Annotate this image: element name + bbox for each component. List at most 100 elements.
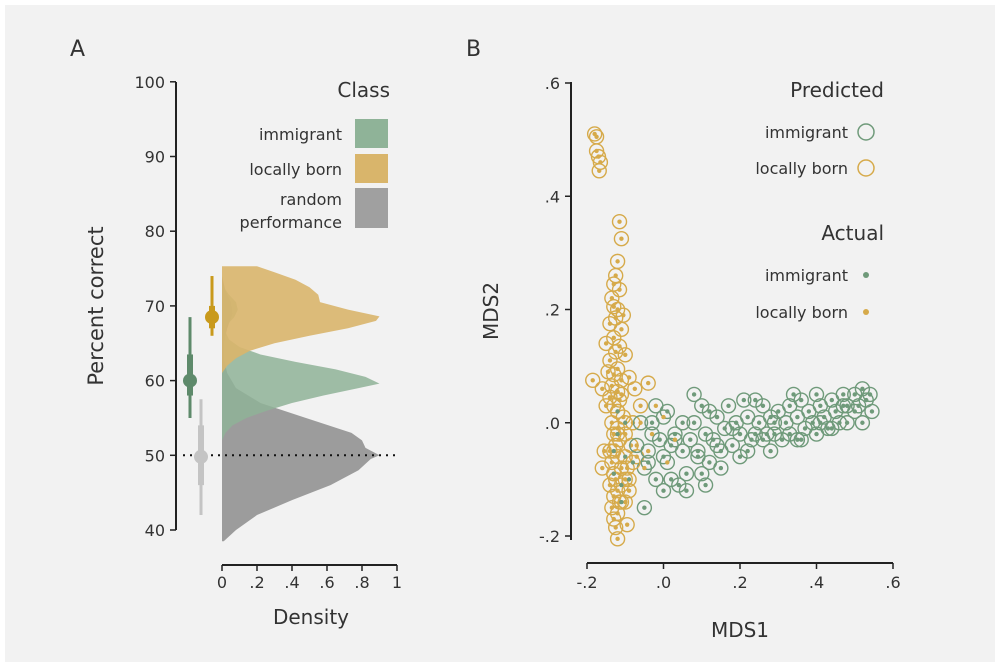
panel-a-y-axis-label: Percent correct: [84, 226, 108, 385]
actual-dot: [741, 397, 747, 403]
actual-dot: [756, 420, 762, 425]
panel-a-y-tick-label: 60: [145, 372, 165, 391]
scatter-point: [674, 443, 691, 459]
scatter-point: [613, 494, 630, 510]
actual-dot: [611, 304, 616, 309]
actual-dot: [597, 168, 602, 173]
panel-a-y-tick-label: 70: [145, 297, 165, 316]
scatter-point: [686, 415, 702, 431]
actual-dot: [619, 327, 624, 332]
predicted-ring: [586, 126, 603, 142]
predicted-ring: [762, 443, 779, 459]
legend-predicted-immigrant-marker: [857, 123, 875, 141]
actual-dot: [630, 460, 636, 465]
scatter-point: [835, 386, 851, 403]
actual-dot: [617, 219, 622, 224]
actual-dot: [661, 414, 666, 420]
predicted-ring: [713, 460, 729, 476]
actual-dot: [726, 403, 731, 408]
actual-dot: [680, 420, 685, 425]
actual-dot: [617, 287, 622, 292]
predicted-ring: [609, 403, 626, 420]
predicted-ring: [732, 449, 748, 465]
actual-dot: [802, 426, 808, 431]
actual-dot: [600, 386, 605, 391]
actual-dot: [703, 482, 708, 488]
legend-actual-immigrant-label: immigrant: [765, 266, 848, 285]
panel-b-y-tick-label: .0: [545, 414, 560, 433]
actual-dot: [615, 259, 620, 264]
predicted-ring: [655, 483, 672, 499]
predicted-ring: [609, 531, 626, 547]
actual-dot: [619, 392, 624, 397]
panel-a-x-tick-label: .4: [284, 573, 299, 592]
scatter-point: [617, 415, 633, 431]
legend-actual-title: Actual: [821, 221, 884, 245]
actual-dot: [684, 488, 689, 493]
actual-dot: [619, 482, 624, 488]
actual-dot: [619, 499, 624, 505]
predicted-ring: [596, 443, 612, 459]
predicted-ring: [602, 352, 618, 369]
scatter-point: [793, 392, 809, 408]
scatter-point: [663, 471, 679, 488]
scatter-point: [709, 409, 725, 425]
panel-a-y-tick-label: 80: [145, 222, 165, 241]
panel-a-y-tick-label: 100: [134, 73, 165, 92]
panel-b-y-tick-label: .6: [545, 74, 560, 93]
scatter-point: [606, 298, 622, 315]
panel-a-x-axis-label: Density: [273, 605, 349, 629]
actual-dot: [607, 358, 613, 363]
predicted-ring: [600, 364, 616, 380]
predicted-ring: [585, 372, 601, 388]
scatter-point: [611, 214, 628, 230]
actual-dot: [695, 448, 701, 454]
scatter-point: [789, 432, 806, 448]
actual-dot: [745, 414, 750, 420]
scatter-point: [697, 477, 714, 493]
actual-dot: [626, 488, 632, 493]
actual-dot: [649, 431, 655, 437]
predicted-ring: [747, 392, 763, 408]
panel-b-label: B: [466, 37, 481, 62]
predicted-ring: [671, 477, 687, 493]
actual-dot: [634, 443, 639, 448]
interval-point-random-performance: [194, 449, 208, 464]
predicted-ring: [615, 307, 632, 323]
predicted-ring: [694, 398, 710, 414]
actual-dot: [632, 386, 638, 391]
actual-dot: [649, 420, 655, 425]
actual-dot: [613, 525, 618, 530]
figure-background: [5, 5, 995, 662]
actual-dot: [619, 236, 624, 241]
actual-dot: [852, 409, 857, 414]
predicted-ring: [598, 335, 614, 352]
actual-dot: [603, 341, 609, 346]
panel-b-x-tick-label: .0: [656, 573, 671, 592]
actual-dot: [615, 409, 620, 414]
actual-dot: [753, 397, 758, 403]
scatter-point: [671, 477, 687, 493]
scatter-point: [609, 531, 626, 547]
predicted-ring: [613, 477, 630, 493]
scatter-point: [619, 516, 635, 533]
actual-dot: [814, 392, 819, 397]
scatter-point: [739, 443, 756, 459]
scatter-point: [862, 386, 878, 403]
scatter-point: [606, 466, 622, 482]
predicted-ring: [655, 409, 672, 425]
predicted-ring: [604, 378, 620, 394]
predicted-ring: [632, 398, 649, 414]
actual-dot: [841, 403, 846, 408]
actual-dot: [602, 448, 607, 454]
predicted-ring: [678, 466, 695, 482]
panel-a-y-tick-label: 50: [145, 446, 165, 465]
scatter-point: [701, 403, 718, 420]
scatter-point: [755, 398, 771, 414]
scatter-point: [724, 420, 741, 437]
scatter-point: [585, 372, 601, 388]
actual-dot: [776, 409, 781, 414]
scatter-point: [690, 443, 706, 459]
predicted-ring: [606, 466, 622, 482]
